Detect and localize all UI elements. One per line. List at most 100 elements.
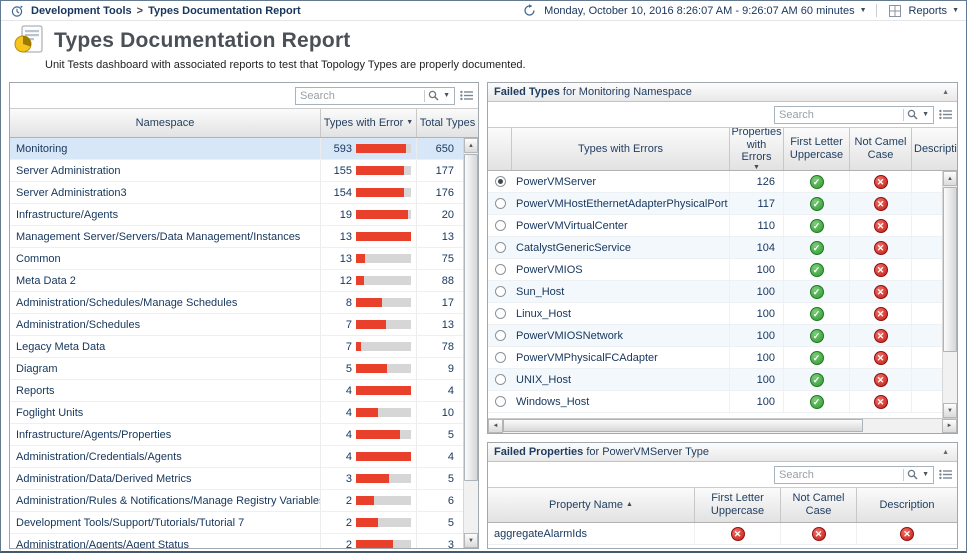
table-row[interactable]: Diagram59 bbox=[10, 358, 463, 380]
table-row[interactable]: Administration/Schedules/Manage Schedule… bbox=[10, 292, 463, 314]
row-radio[interactable] bbox=[495, 242, 506, 253]
collapse-button[interactable]: ▲ bbox=[940, 449, 951, 456]
table-row[interactable]: CatalystGenericService104✓✕ bbox=[488, 237, 942, 259]
fail-icon: ✕ bbox=[874, 241, 888, 255]
column-header-types-with-errors[interactable]: Types with Errors bbox=[512, 128, 730, 170]
table-row[interactable]: Windows_Host100✓✕ bbox=[488, 391, 942, 413]
row-radio[interactable] bbox=[495, 286, 506, 297]
table-row[interactable]: Foglight Units410 bbox=[10, 402, 463, 424]
table-customizer-icon[interactable] bbox=[939, 109, 952, 120]
scrollbar-thumb[interactable] bbox=[943, 187, 957, 352]
table-row[interactable]: Infrastructure/Agents/Properties45 bbox=[10, 424, 463, 446]
table-row[interactable]: Administration/Agents/Agent Status23 bbox=[10, 534, 463, 548]
table-row[interactable]: PowerVMServer126✓✕ bbox=[488, 171, 942, 193]
row-radio[interactable] bbox=[495, 396, 506, 407]
search-input[interactable] bbox=[775, 469, 903, 481]
row-radio[interactable] bbox=[495, 176, 506, 187]
search-input[interactable] bbox=[296, 90, 424, 102]
scroll-down-button[interactable]: ▼ bbox=[943, 403, 957, 418]
table-row[interactable]: Meta Data 21288 bbox=[10, 270, 463, 292]
namespace-cell: Infrastructure/Agents/Properties bbox=[10, 424, 321, 445]
column-header-first-letter-uppercase[interactable]: First Letter Uppercase bbox=[784, 128, 850, 170]
horizontal-scrollbar[interactable]: ◄ ► bbox=[488, 418, 957, 433]
search-input[interactable] bbox=[775, 109, 903, 121]
pass-icon: ✓ bbox=[810, 307, 824, 321]
table-row[interactable]: Legacy Meta Data778 bbox=[10, 336, 463, 358]
table-row[interactable]: PowerVMHostEthernetAdapterPhysicalPort11… bbox=[488, 193, 942, 215]
row-radio[interactable] bbox=[495, 198, 506, 209]
row-radio[interactable] bbox=[495, 264, 506, 275]
properties-with-errors-cell: 117 bbox=[730, 193, 784, 214]
table-row[interactable]: Common1375 bbox=[10, 248, 463, 270]
vertical-scrollbar[interactable]: ▲ ▼ bbox=[942, 171, 957, 418]
row-radio[interactable] bbox=[495, 330, 506, 341]
search-dropdown-icon[interactable]: ▼ bbox=[442, 92, 454, 99]
scroll-left-button[interactable]: ◄ bbox=[488, 419, 503, 433]
scrollbar-track[interactable] bbox=[503, 419, 942, 433]
table-row[interactable]: Server Administration3154176 bbox=[10, 182, 463, 204]
collapse-button[interactable]: ▲ bbox=[940, 89, 951, 96]
table-row[interactable]: Monitoring593650 bbox=[10, 138, 463, 160]
column-header-total-types[interactable]: Total Types bbox=[417, 109, 478, 137]
scroll-up-button[interactable]: ▲ bbox=[464, 138, 478, 153]
column-header-property-name[interactable]: Property Name▲ bbox=[488, 488, 695, 522]
reports-dropdown-icon[interactable]: ▼ bbox=[952, 7, 959, 14]
table-row[interactable]: Administration/Credentials/Agents44 bbox=[10, 446, 463, 468]
scrollbar-thumb[interactable] bbox=[464, 154, 478, 481]
scrollbar-thumb[interactable] bbox=[503, 419, 863, 432]
vertical-scrollbar[interactable]: ▲ ▼ bbox=[463, 138, 478, 548]
column-header-description[interactable]: Description bbox=[857, 488, 957, 522]
column-header-properties-with-errors[interactable]: Properties with Errors ▼ bbox=[730, 128, 784, 170]
description-cell bbox=[912, 215, 942, 236]
pass-icon: ✓ bbox=[810, 285, 824, 299]
column-header-description[interactable]: Description bbox=[912, 128, 957, 170]
search-dropdown-icon[interactable]: ▼ bbox=[921, 111, 933, 118]
error-bar-fill bbox=[356, 320, 386, 329]
table-row[interactable]: aggregateAlarmIds✕✕✕ bbox=[488, 523, 957, 545]
column-header-not-camel-case[interactable]: Not Camel Case bbox=[850, 128, 912, 170]
row-radio[interactable] bbox=[495, 308, 506, 319]
table-row[interactable]: UNIX_Host100✓✕ bbox=[488, 369, 942, 391]
table-row[interactable]: Development Tools/Support/Tutorials/Tuto… bbox=[10, 512, 463, 534]
table-row[interactable]: Administration/Data/Derived Metrics35 bbox=[10, 468, 463, 490]
scroll-down-button[interactable]: ▼ bbox=[464, 533, 478, 548]
table-row[interactable]: PowerVMIOSNetwork100✓✕ bbox=[488, 325, 942, 347]
table-row[interactable]: PowerVMIOS100✓✕ bbox=[488, 259, 942, 281]
breadcrumb-parent-link[interactable]: Development Tools bbox=[31, 5, 132, 17]
table-row[interactable]: Administration/Rules & Notifications/Man… bbox=[10, 490, 463, 512]
table-row[interactable]: Sun_Host100✓✕ bbox=[488, 281, 942, 303]
column-header-first-letter-uppercase[interactable]: First Letter Uppercase bbox=[695, 488, 781, 522]
error-bar-track bbox=[356, 342, 411, 351]
table-customizer-icon[interactable] bbox=[460, 90, 473, 101]
table-row[interactable]: Infrastructure/Agents1920 bbox=[10, 204, 463, 226]
row-radio[interactable] bbox=[495, 352, 506, 363]
table-row[interactable]: Reports44 bbox=[10, 380, 463, 402]
table-row[interactable]: PowerVMVirtualCenter110✓✕ bbox=[488, 215, 942, 237]
table-row[interactable]: Linux_Host100✓✕ bbox=[488, 303, 942, 325]
table-row[interactable]: Management Server/Servers/Data Managemen… bbox=[10, 226, 463, 248]
column-header-namespace[interactable]: Namespace bbox=[10, 109, 321, 137]
scroll-right-button[interactable]: ► bbox=[942, 419, 957, 433]
table-row[interactable]: Server Administration155177 bbox=[10, 160, 463, 182]
column-header-types-with-error[interactable]: Types with Error▼ bbox=[321, 109, 417, 137]
properties-with-errors-cell: 100 bbox=[730, 369, 784, 390]
table-customizer-icon[interactable] bbox=[939, 469, 952, 480]
error-bar-fill bbox=[356, 298, 382, 307]
table-row[interactable]: Administration/Schedules713 bbox=[10, 314, 463, 336]
scrollbar-track[interactable] bbox=[943, 186, 957, 403]
column-header-not-camel-case[interactable]: Not Camel Case bbox=[781, 488, 857, 522]
time-range-dropdown-icon[interactable]: ▼ bbox=[860, 7, 867, 14]
row-radio[interactable] bbox=[495, 374, 506, 385]
table-row[interactable]: PowerVMPhysicalFCAdapter100✓✕ bbox=[488, 347, 942, 369]
row-radio[interactable] bbox=[495, 220, 506, 231]
scroll-up-button[interactable]: ▲ bbox=[943, 171, 957, 186]
time-range-label[interactable]: Monday, October 10, 2016 8:26:07 AM - 9:… bbox=[544, 5, 854, 17]
reports-menu[interactable]: Reports bbox=[909, 5, 948, 17]
radio-cell bbox=[488, 259, 512, 280]
scrollbar-track[interactable] bbox=[464, 153, 478, 533]
search-icon[interactable] bbox=[425, 90, 442, 101]
search-icon[interactable] bbox=[904, 109, 921, 120]
search-icon[interactable] bbox=[904, 469, 921, 480]
errors-value: 4 bbox=[326, 429, 352, 441]
search-dropdown-icon[interactable]: ▼ bbox=[921, 471, 933, 478]
